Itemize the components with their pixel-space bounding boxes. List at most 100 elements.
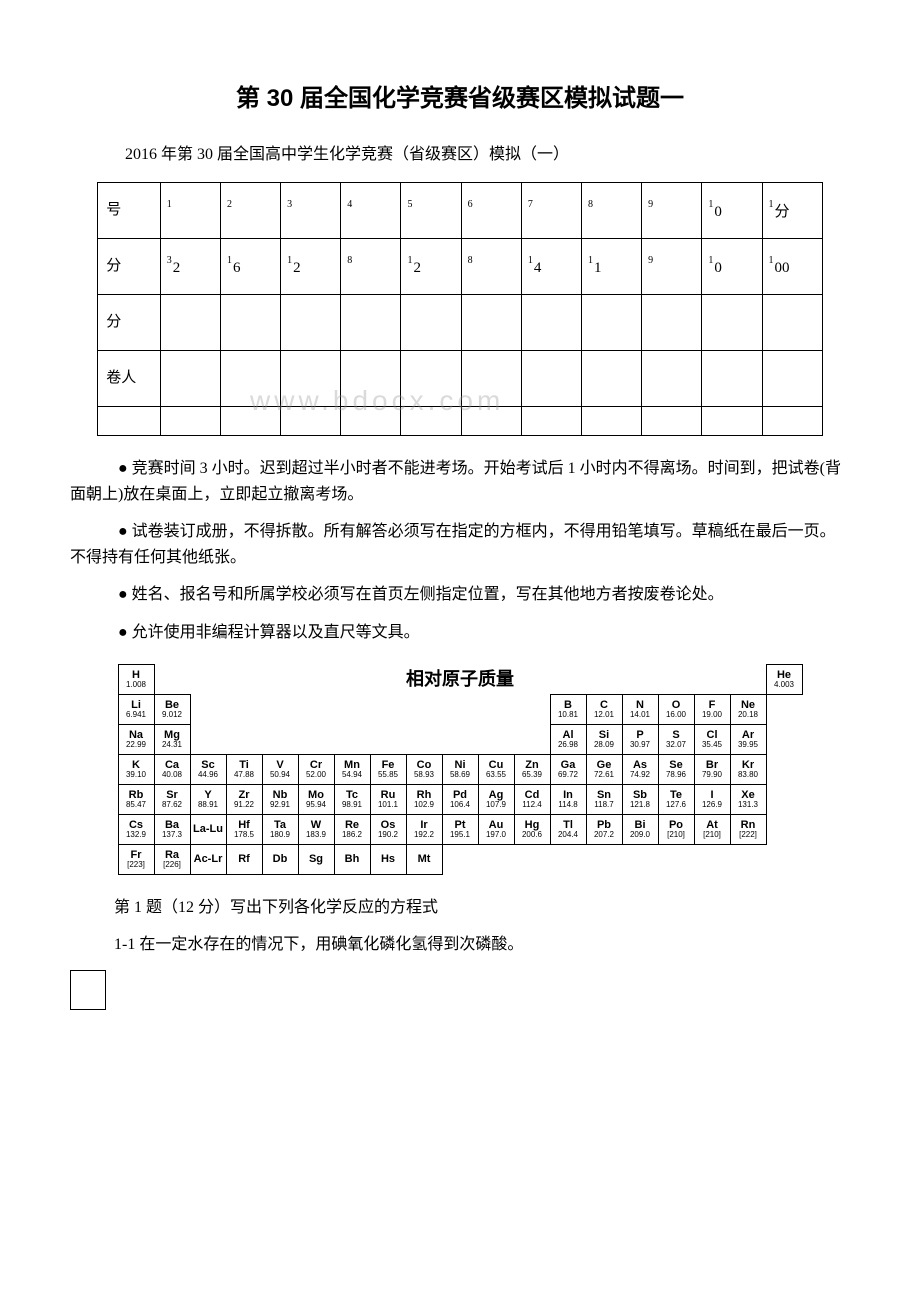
score-cell <box>702 294 762 350</box>
element-cell: 相对原子质量 <box>190 664 730 694</box>
element-cell <box>622 844 658 874</box>
element-cell: Sn118.7 <box>586 784 622 814</box>
score-cell <box>160 350 220 406</box>
element-cell: S32.07 <box>658 724 694 754</box>
element-cell: Re186.2 <box>334 814 370 844</box>
element-cell: Kr83.80 <box>730 754 766 784</box>
score-cell: 3 <box>281 182 341 238</box>
element-cell: Sr87.62 <box>154 784 190 814</box>
score-cell <box>341 406 401 435</box>
score-cell: 12 <box>401 238 461 294</box>
element-cell <box>550 844 586 874</box>
element-cell: Sg <box>298 844 334 874</box>
element-cell: Se78.96 <box>658 754 694 784</box>
element-cell: Tc98.91 <box>334 784 370 814</box>
element-cell: Ra[226] <box>154 844 190 874</box>
element-cell: Ar39.95 <box>730 724 766 754</box>
element-cell: Ac-Lr <box>190 844 226 874</box>
score-cell <box>281 406 341 435</box>
element-cell: V50.94 <box>262 754 298 784</box>
rule-item: ● 竞赛时间 3 小时。迟到超过半小时者不能进考场。开始考试后 1 小时内不得离… <box>70 456 850 507</box>
element-cell <box>730 844 766 874</box>
element-cell: Cl35.45 <box>694 724 730 754</box>
table-row <box>98 406 822 435</box>
element-cell: F19.00 <box>694 694 730 724</box>
rule-item: ● 试卷装订成册，不得拆散。所有解答必须写在指定的方框内，不得用铅笔填写。草稿纸… <box>70 519 850 570</box>
score-cell <box>281 294 341 350</box>
element-cell: Tl204.4 <box>550 814 586 844</box>
element-cell: P30.97 <box>622 724 658 754</box>
element-cell: Te127.6 <box>658 784 694 814</box>
element-cell: H1.008 <box>118 664 154 694</box>
element-cell: Sb121.8 <box>622 784 658 814</box>
element-cell: Ta180.9 <box>262 814 298 844</box>
row-label: 卷人 <box>98 350 160 406</box>
element-cell: Cs132.9 <box>118 814 154 844</box>
element-cell: Cu63.55 <box>478 754 514 784</box>
element-cell: Sc44.96 <box>190 754 226 784</box>
row-label: 分 <box>98 294 160 350</box>
element-cell <box>190 694 550 724</box>
score-cell: 10 <box>702 182 762 238</box>
score-cell <box>762 406 822 435</box>
score-cell <box>581 294 641 350</box>
score-cell <box>642 406 702 435</box>
element-cell: Mg24.31 <box>154 724 190 754</box>
score-cell <box>220 294 280 350</box>
score-cell <box>401 406 461 435</box>
element-cell: Pd106.4 <box>442 784 478 814</box>
element-cell: Al26.98 <box>550 724 586 754</box>
score-cell <box>98 406 160 435</box>
score-cell: 8 <box>461 238 521 294</box>
score-cell <box>642 294 702 350</box>
element-cell: In114.8 <box>550 784 586 814</box>
element-cell: Po[210] <box>658 814 694 844</box>
element-cell <box>658 844 694 874</box>
element-cell: Xe131.3 <box>730 784 766 814</box>
element-cell: Br79.90 <box>694 754 730 784</box>
element-cell: B10.81 <box>550 694 586 724</box>
rule-item: ● 允许使用非编程计算器以及直尺等文具。 <box>70 620 850 646</box>
element-cell: Nb92.91 <box>262 784 298 814</box>
element-cell: Na22.99 <box>118 724 154 754</box>
score-cell <box>521 350 581 406</box>
score-cell <box>702 350 762 406</box>
element-cell: Ge72.61 <box>586 754 622 784</box>
score-table: 号123456789101分分32161281281411910100分卷人 <box>97 182 822 436</box>
element-cell: Mn54.94 <box>334 754 370 784</box>
score-cell: 2 <box>220 182 280 238</box>
element-cell: Ga69.72 <box>550 754 586 784</box>
element-cell: Pb207.2 <box>586 814 622 844</box>
score-cell: 9 <box>642 182 702 238</box>
element-cell: Hs <box>370 844 406 874</box>
element-cell: Bh <box>334 844 370 874</box>
score-cell <box>521 406 581 435</box>
score-cell <box>461 294 521 350</box>
score-cell <box>461 406 521 435</box>
score-cell: 100 <box>762 238 822 294</box>
score-cell <box>702 406 762 435</box>
element-cell: Ti47.88 <box>226 754 262 784</box>
score-cell <box>160 294 220 350</box>
table-row: 号123456789101分 <box>98 182 822 238</box>
element-cell: Rb85.47 <box>118 784 154 814</box>
element-cell: C12.01 <box>586 694 622 724</box>
element-cell: Ca40.08 <box>154 754 190 784</box>
element-cell: Ne20.18 <box>730 694 766 724</box>
element-cell: Hg200.6 <box>514 814 550 844</box>
score-cell <box>642 350 702 406</box>
element-cell <box>154 664 190 694</box>
element-cell: Si28.09 <box>586 724 622 754</box>
periodic-row: Cs132.9Ba137.3La-LuHf178.5Ta180.9W183.9R… <box>118 814 802 844</box>
row-label: 分 <box>98 238 160 294</box>
periodic-row: K39.10Ca40.08Sc44.96Ti47.88V50.94Cr52.00… <box>118 754 802 784</box>
element-cell: La-Lu <box>190 814 226 844</box>
element-cell: Au197.0 <box>478 814 514 844</box>
table-row: 分32161281281411910100 <box>98 238 822 294</box>
periodic-row: Li6.941Be9.012B10.81C12.01N14.01O16.00F1… <box>118 694 802 724</box>
element-cell: Ir192.2 <box>406 814 442 844</box>
score-cell: 11 <box>581 238 641 294</box>
score-cell <box>341 350 401 406</box>
score-cell <box>220 350 280 406</box>
element-cell: Cd112.4 <box>514 784 550 814</box>
